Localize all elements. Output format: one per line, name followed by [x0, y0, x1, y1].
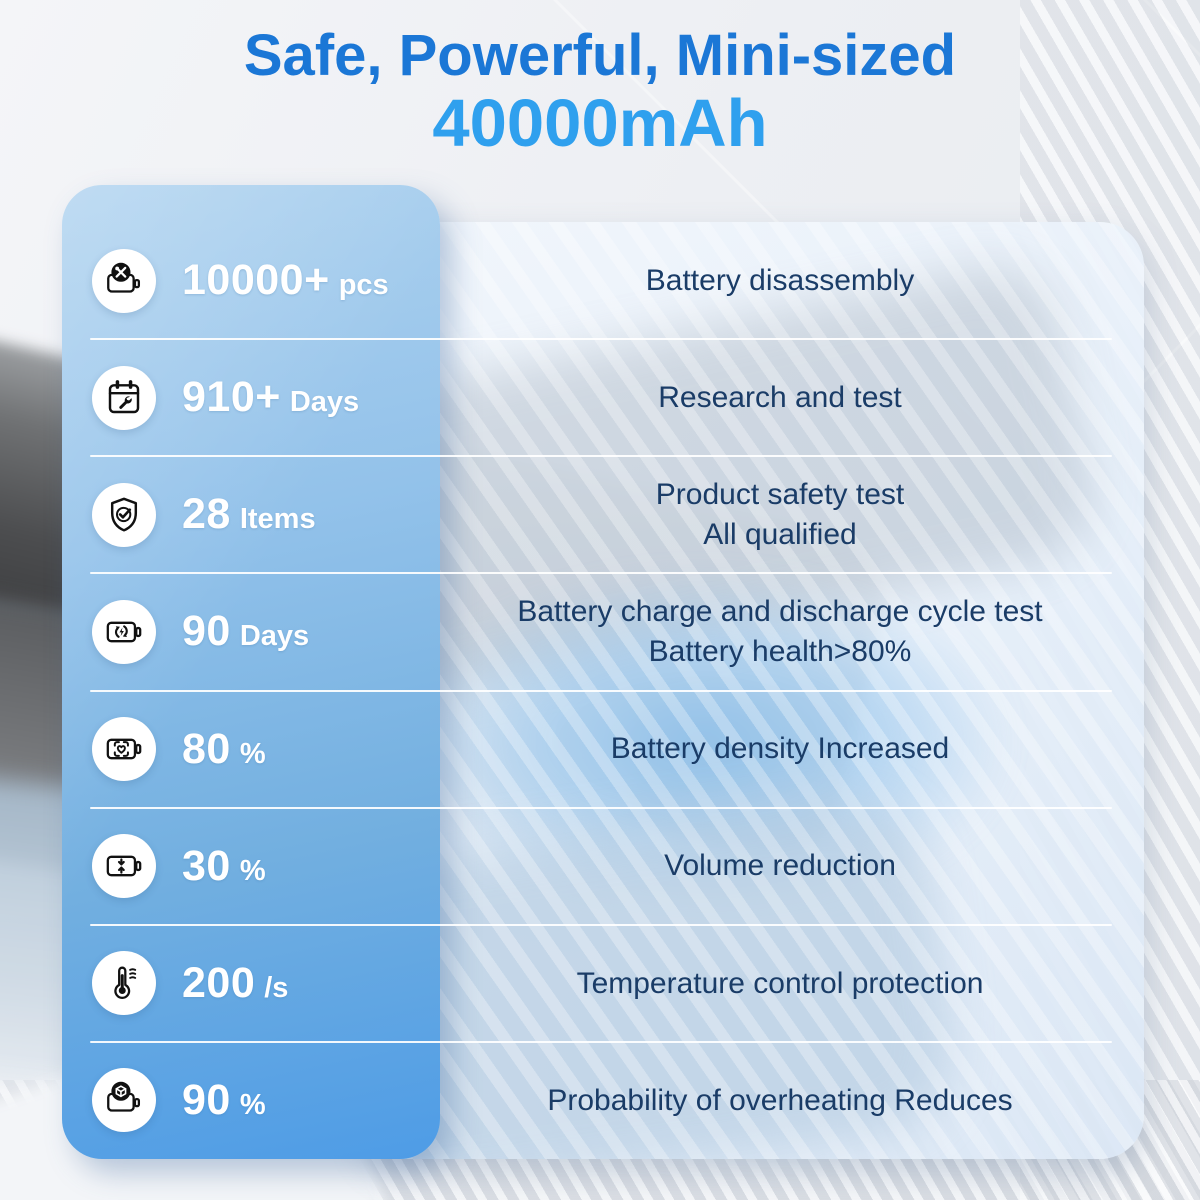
stat-value: 30 — [182, 841, 231, 890]
feature-row: 80% Battery density Increased — [62, 691, 1144, 809]
feature-description: Battery charge and discharge cycle test … — [517, 595, 1043, 668]
stat: 90% — [182, 1076, 266, 1125]
icon-circle — [92, 951, 156, 1016]
stat-value: 10000+ — [182, 256, 330, 305]
stat-cell: 90% — [62, 1042, 440, 1159]
feature-row: 28 Items Product safety test All qualifie… — [62, 456, 1144, 575]
description-cell: Battery disassembly — [440, 222, 1144, 339]
description-cell: Battery density Increased — [440, 691, 1144, 808]
feature-description: Probability of overheating Reduces — [547, 1083, 1013, 1117]
feature-table: 10000+ pcs Battery disassembly — [62, 185, 1144, 1159]
feature-row: 910+ Days Research and test — [62, 339, 1144, 458]
thermometer-icon — [114, 966, 137, 1000]
feature-description: Battery disassembly — [645, 263, 915, 297]
icon-circle — [92, 1068, 156, 1133]
stat-value: 910+ — [182, 373, 281, 422]
stat-unit: Items — [239, 503, 316, 536]
stat-cell: 90 Days — [62, 573, 440, 690]
stat-unit: pcs — [338, 269, 389, 302]
feature-description: Temperature control protection — [576, 966, 984, 1000]
stat: 200/s — [182, 959, 288, 1008]
battery-disassembly-icon — [107, 262, 141, 293]
stat-cell: 30% — [62, 808, 440, 925]
stat: 30% — [182, 842, 266, 891]
feature-row: 10000+ pcs Battery disassembly — [62, 222, 1144, 341]
stat-value: 90 — [182, 1075, 231, 1124]
battery-cycle-icon — [106, 621, 142, 643]
stat: 10000+ pcs — [182, 256, 389, 305]
description-cell: Probability of overheating Reduces — [440, 1042, 1144, 1159]
stat-cell: 28 Items — [62, 456, 440, 573]
feature-row: 30% Volume reduction — [62, 808, 1144, 926]
icon-circle — [92, 717, 156, 782]
feature-description: Product safety test All qualified — [655, 478, 905, 551]
icon-circle — [92, 599, 156, 664]
header: Safe, Powerful, Mini-sized 40000mAh — [0, 24, 1200, 160]
feature-row: 90 Days Battery charge and discharge cycl… — [62, 573, 1144, 692]
stat-unit: % — [239, 1088, 266, 1121]
feature-row: 200/s Temperature control protection — [62, 925, 1144, 1044]
stat: 28 Items — [182, 490, 316, 539]
feature-description: Research and test — [658, 380, 902, 414]
stat: 80% — [182, 725, 266, 774]
stat-value: 28 — [182, 490, 231, 539]
battery-cube-icon — [107, 1082, 141, 1113]
stat-unit: % — [239, 737, 266, 770]
stat: 910+ Days — [182, 373, 359, 422]
stat-value: 200 — [182, 958, 256, 1007]
stat-cell: 80% — [62, 691, 440, 808]
description-cell: Temperature control protection — [440, 925, 1144, 1042]
stat-cell: 200/s — [62, 925, 440, 1042]
feature-description: Battery density Increased — [610, 732, 950, 766]
feature-row: 90% Probability of overheating Reduces — [62, 1042, 1144, 1159]
icon-circle — [92, 365, 156, 430]
feature-rows: 10000+ pcs Battery disassembly — [62, 222, 1144, 1159]
shield-check-icon — [110, 497, 138, 532]
capacity-title: 40000mAh — [432, 85, 768, 161]
stat-cell: 10000+ pcs — [62, 222, 440, 339]
stat: 90 Days — [182, 607, 309, 656]
description-cell: Volume reduction — [440, 808, 1144, 925]
stat-unit: Days — [239, 620, 310, 653]
stat-unit: /s — [264, 971, 289, 1004]
battery-compress-icon — [106, 855, 142, 877]
battery-health-icon — [106, 738, 142, 760]
page-title: Safe, Powerful, Mini-sized — [243, 23, 957, 88]
icon-circle — [92, 834, 156, 899]
icon-circle — [92, 248, 156, 313]
description-cell: Product safety test All qualified — [440, 456, 1144, 573]
stat-unit: % — [239, 854, 266, 887]
description-cell: Battery charge and discharge cycle test … — [440, 573, 1144, 690]
calendar-repair-icon — [108, 379, 140, 413]
stat-value: 90 — [182, 607, 231, 656]
feature-description: Volume reduction — [664, 849, 896, 883]
stat-value: 80 — [182, 724, 231, 773]
stat-cell: 910+ Days — [62, 339, 440, 456]
stat-unit: Days — [289, 386, 360, 419]
description-cell: Research and test — [440, 339, 1144, 456]
icon-circle — [92, 482, 156, 547]
